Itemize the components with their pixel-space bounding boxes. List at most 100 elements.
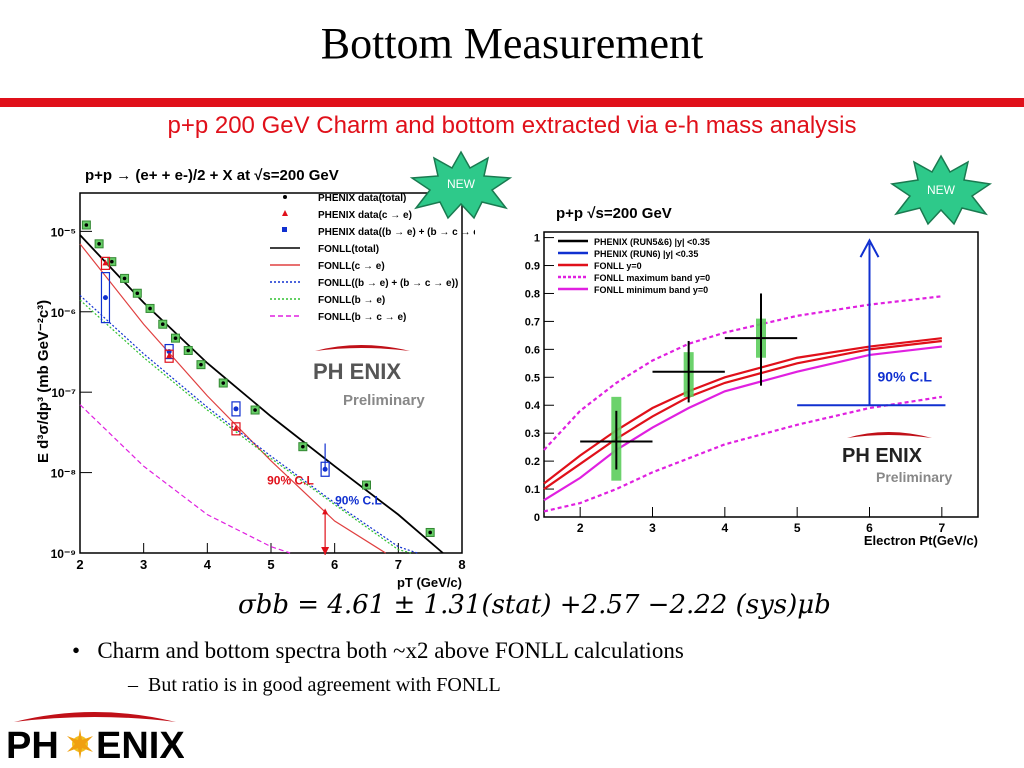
legend-label: PHENIX data((b → e) + (b → c → e)): [318, 227, 475, 238]
x-tick-label: 7: [395, 557, 402, 572]
x-tick-label: 5: [794, 521, 801, 535]
phenix-mark-arc: [847, 432, 932, 438]
fonll-line: [79, 294, 418, 554]
legend-label: FONLL((b → e) + (b → c → e)): [318, 278, 458, 289]
fonll-line: [79, 234, 444, 554]
data-point-total-center: [301, 444, 305, 449]
bullet-text: Charm and bottom spectra both ~x2 above …: [97, 638, 684, 663]
cl-arrowhead: [321, 547, 330, 555]
spectrum-chart: p+p → (e+ + e-)/2 + X at √s=200 GeV 2 3 4 5 6…: [30, 153, 475, 593]
data-point-total-center: [428, 530, 432, 535]
cross-section-formula: σbb = 4.61 ± 1.31(stat) +2.57 −2.22 (sys…: [238, 590, 831, 620]
bullet-item-1: • Charm and bottom spectra both ~x2 abov…: [72, 638, 684, 664]
x-tick-label: 7: [938, 521, 945, 535]
y-tick-label: 0.9: [525, 261, 540, 273]
y-tick-label: 0.2: [525, 456, 540, 468]
starburst-icon: [889, 154, 993, 226]
data-point-total-center: [84, 223, 89, 227]
y-tick-label: 10⁻⁶: [51, 306, 76, 320]
x-tick-label: 3: [649, 521, 656, 535]
phenix-mark-arc: [315, 345, 410, 351]
x-axis-label: pT (GeV/c): [397, 575, 462, 590]
y-axis-label: E d³σ/dp³ (mb GeV⁻²c³): [35, 300, 52, 463]
x-tick-label: 8: [458, 557, 465, 572]
data-point-total-center: [173, 336, 178, 340]
data-point-total-center: [97, 242, 101, 246]
y-tick-label: 0.5: [525, 372, 540, 384]
data-point-total-center: [148, 306, 152, 311]
data-point-total-center: [199, 362, 203, 367]
data-point-total-center: [122, 276, 127, 281]
bullet-dot: •: [72, 638, 98, 663]
phenix-mark-text: PH ENIX: [842, 445, 923, 467]
y-tick-label: 0.7: [525, 316, 540, 328]
new-badge-left: NEW: [409, 150, 513, 220]
preliminary-label: Preliminary: [343, 392, 425, 409]
phenix-logo: PH ENIX: [6, 712, 184, 764]
svg-text:PH: PH: [6, 725, 59, 764]
new-badge-right: NEW: [889, 154, 993, 226]
formula-text: σbb = 4.61 ± 1.31(stat) +2.57 −2.22 (sys…: [238, 590, 831, 620]
new-badge-label: NEW: [447, 177, 476, 191]
legend-label: FONLL(c → e): [318, 261, 385, 272]
legend-label: PHENIX (RUN5&6) |y| <0.35: [594, 237, 710, 247]
slide-subtitle: p+p 200 GeV Charm and bottom extracted v…: [167, 112, 857, 139]
x-tick-label: 4: [721, 521, 728, 535]
preliminary-label: Preliminary: [876, 469, 952, 485]
ratio-chart: p+p √s=200 GeV 2 3 4 5 6 7 0 0.1 0.2 0.3 0.4 0.5 0.6 0…: [512, 192, 990, 552]
phenix-mark-text: PH ENIX: [313, 359, 401, 384]
legend-label: FONLL(b → c → e): [318, 312, 406, 323]
cl-label-bottom: 90% C.L: [335, 493, 382, 507]
legend-swatch: [283, 195, 287, 199]
data-point-charm: [232, 424, 239, 431]
legend-label: FONLL maximum band y=0: [594, 273, 710, 283]
sys-box-bottom: [100, 272, 111, 324]
legend-label: FONLL y=0: [594, 261, 642, 271]
y-tick-label: 10⁻⁵: [51, 225, 76, 239]
cl-label-charm: 90% C.L: [267, 473, 314, 487]
starburst-icon: [409, 150, 513, 220]
data-point-charm: [322, 508, 329, 515]
sub-bullet-text: But ratio is in good agreement with FONL…: [148, 674, 501, 696]
plot-frame: [79, 192, 463, 554]
data-point-total-center: [160, 322, 165, 327]
fonll-line: [79, 404, 291, 554]
fonll-line: [79, 243, 386, 554]
x-axis-label: Electron Pt(GeV/c): [864, 533, 978, 548]
title-divider: [0, 98, 1024, 107]
x-tick-label: 4: [204, 557, 212, 572]
data-point-charm: [102, 259, 109, 266]
data-point-bottom: [102, 295, 108, 301]
y-tick-label: 1: [534, 233, 540, 245]
cl-arrowhead: [859, 238, 880, 258]
y-tick-label: 0.1: [525, 484, 540, 496]
fonll-line: [79, 299, 412, 554]
x-tick-label: 2: [76, 557, 83, 572]
slide-title: Bottom Measurement: [320, 19, 704, 68]
y-tick-label: 10⁻⁸: [51, 467, 76, 481]
data-point-total-center: [221, 381, 226, 385]
y-tick-label: 0.6: [525, 344, 540, 356]
data-point-total-center: [364, 483, 369, 487]
y-tick-label: 0: [534, 512, 540, 524]
legend-label: PHENIX data(c → e): [318, 210, 412, 221]
data-point-bottom: [233, 406, 239, 412]
legend-label: FONLL(b → e): [318, 295, 385, 306]
fonll-curve: [543, 395, 943, 513]
data-point-total-center: [253, 408, 257, 412]
x-tick-label: 3: [140, 557, 147, 572]
legend-swatch: [282, 227, 287, 232]
svg-text:ENIX: ENIX: [96, 725, 184, 764]
y-tick-label: 0.3: [525, 428, 540, 440]
y-tick-label: 10⁻⁷: [51, 386, 76, 400]
legend-label: PHENIX (RUN6) |y| <0.35: [594, 249, 698, 259]
x-tick-label: 2: [577, 521, 584, 535]
data-point-total-center: [110, 259, 114, 264]
legend-swatch: [282, 210, 288, 216]
x-tick-label: 6: [331, 557, 338, 572]
cl-label: 90% C.L: [878, 368, 933, 384]
x-tick-label: 6: [866, 521, 873, 535]
legend-label: FONLL(total): [318, 244, 379, 255]
y-tick-label: 10⁻⁹: [51, 547, 76, 561]
y-tick-label: 0.8: [525, 288, 540, 300]
